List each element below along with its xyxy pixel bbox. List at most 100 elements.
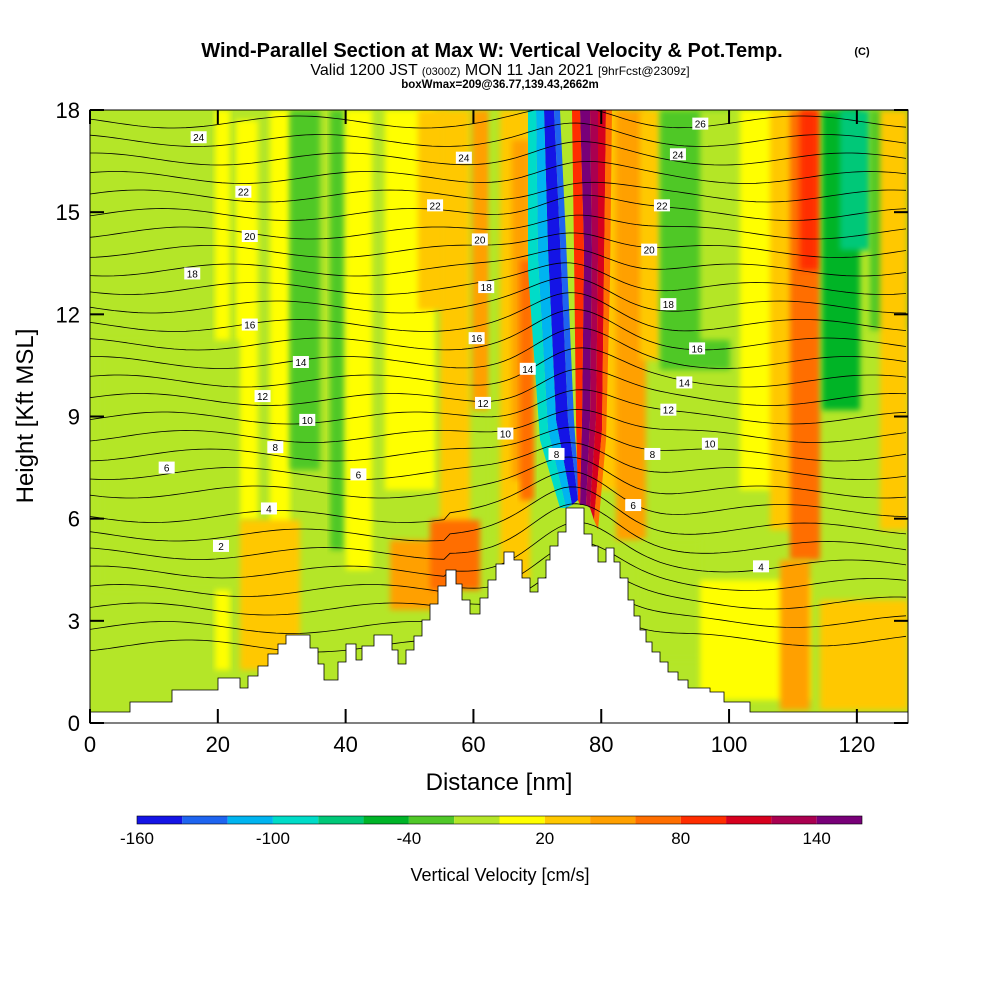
x-tick-label: 100 [711,732,748,757]
contour-label-bg [625,499,642,512]
contour-label: 20 [471,233,488,246]
isentrope-line [90,214,907,240]
colorbar-swatch [182,816,228,824]
valid-time-utc: (0300Z) [422,66,461,78]
contour-label-text: 22 [430,201,442,212]
contour-label: 8 [548,447,565,461]
velocity-core [554,110,580,505]
contour-label-text: 16 [692,344,704,355]
velocity-band [440,110,470,530]
contour-label: 8 [267,441,284,454]
contour-label-bg [213,539,230,552]
x-tick-label: 0 [84,732,96,757]
contour-label-bg [158,461,175,474]
axis-ticks [89,109,908,724]
colorbar-label: Vertical Velocity [cm/s] [410,865,589,885]
contour-label-text: 8 [650,450,656,461]
velocity-band [880,110,908,530]
isentrope-line [90,262,907,295]
contour-label-text: 10 [500,430,512,441]
y-tick-label: 0 [68,711,80,736]
contour-label: 16 [468,332,485,345]
velocity-band [700,110,740,340]
contour-label-bg [478,281,495,294]
contour-label-text: 14 [679,378,691,389]
contour-label: 14 [676,376,693,389]
contour-label-bg [267,441,284,454]
colorbar-tick-labels: -160 -100 -40 20 80 140 [120,829,831,848]
contour-label-text: 16 [471,334,483,345]
isentrope-line [90,503,907,560]
colorbar-swatch [771,816,817,824]
contour-label-bg [548,447,565,460]
isentrope-line [90,368,907,406]
terrain-mask [89,507,909,724]
velocity-band [290,110,320,470]
contour-label-text: 6 [356,470,362,481]
colorbar-frame [136,815,863,825]
contour-label-bg [190,131,207,144]
colorbar-swatch [272,816,319,824]
colorbar-swatch [590,816,636,824]
x-tick-label: 40 [333,732,357,757]
copyright-mark: (C) [854,46,870,58]
contour-label: 4 [753,560,770,573]
valid-time-date: MON 11 Jan 2021 [465,62,594,79]
contour-label: 6 [158,461,175,475]
contour-label-text: 4 [266,504,272,515]
terrain-profile [89,507,909,724]
contour-label: 20 [241,230,258,243]
velocity-band [780,560,810,710]
y-tick-labels: 0 3 6 9 12 15 18 [56,98,80,736]
contour-label: 22 [235,185,252,199]
y-tick-label: 9 [68,405,80,430]
colorbar-swatch [680,816,727,824]
velocity-core [594,110,612,530]
contour-label-text: 24 [193,133,205,144]
colorbar-swatch [227,816,273,824]
contour-label: 22 [653,199,670,212]
contour-label: 14 [292,356,309,369]
isentrope-line [90,327,907,369]
isentrope-line [90,426,907,462]
contour-label-text: 20 [644,246,656,257]
contour-label-bg [689,342,706,355]
isentrope-line [90,181,907,203]
contour-label-bg [241,318,258,331]
contour-label: 12 [660,403,677,417]
velocity-core [586,110,598,508]
plot-area: 2422201816141210866422422201816141210826… [89,109,909,724]
colorbar-tick-label: -160 [120,829,154,848]
colorbar-tick-label: -40 [397,829,422,848]
contour-label-bg [260,502,277,515]
isentrope-line [90,292,907,332]
contour-label: 10 [299,413,316,427]
contour-label-bg [254,390,271,403]
contour-label: 16 [689,342,706,355]
contour-label: 6 [350,468,367,481]
contour-label-bg [299,413,316,426]
contour-label-text: 2 [218,542,224,553]
colorbar-swatch [454,816,500,824]
x-tick-label: 120 [839,732,876,757]
colorbar-swatch [318,816,364,824]
contour-label-text: 10 [302,416,314,427]
contour-label: 14 [519,362,536,376]
contour-label-bg [644,447,661,460]
y-axis-label: Height [Kft MSL] [12,329,39,504]
colorbar-swatch [408,816,455,824]
isentrope-line [90,486,907,542]
isentrope-line [90,470,907,523]
chart-title: Wind-Parallel Section at Max W: Vertical… [201,40,782,62]
contour-label-bg [497,427,514,440]
valid-time-prefix: Valid 1200 JST [310,62,418,79]
isentrope-line [90,456,907,499]
contour-label-bg [350,468,367,481]
contour-label-bg [475,396,492,409]
valid-time-line: Valid 1200 JST (0300Z) MON 11 Jan 2021 [… [310,62,689,79]
contour-label: 18 [184,267,201,280]
contour-label: 22 [427,199,444,212]
y-tick-label: 18 [56,98,80,123]
x-tick-label: 20 [206,732,230,757]
contour-label-bg [641,243,658,256]
